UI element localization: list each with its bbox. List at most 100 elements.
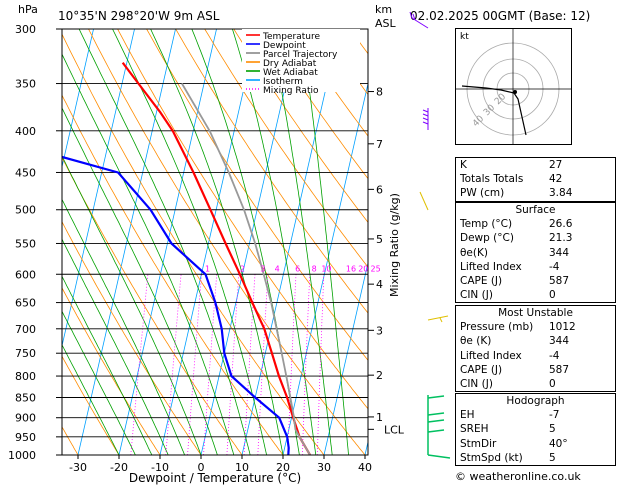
mixing-ratio-line-3 [187,274,202,455]
isotherm--30 [77,29,176,455]
km-label-7: 7 [376,138,383,151]
pressure-label-700: 700 [15,323,36,336]
asl-label: ASL [375,17,397,30]
legend-label-1: Dewpoint [263,41,306,51]
indices-panel: K 27 Totals Totals 42 PW (cm) 3.84 [455,157,616,202]
x-tick-label-30: 30 [317,461,331,474]
most-unstable-title: Most Unstable [498,307,573,319]
isotherm--20 [118,29,217,455]
location-title: 10°35'N 298°20'W 9m ASL [58,9,220,23]
wet-adiabat-4 [62,107,218,455]
mixing-ratio-line-8 [243,274,256,455]
mixing-ratio-line-25 [316,274,325,455]
pressure-label-300: 300 [15,23,36,36]
hodograph-table-panel: Hodograph EH -7 SREH 5 StmDir 40° StmSpd (k… [455,393,616,466]
surface-panel: Surface Temp (°C) 26.6 Dewp (°C) 21.3 θe(K… [455,202,616,304]
legend-label-6: Mixing Ratio [263,86,319,96]
wet-adiabat--12 [62,275,153,455]
row-pw: PW (cm) 3.84 [460,187,573,200]
mixing-ratio-line-10 [257,274,269,455]
x-tick-label--20: -20 [110,461,128,474]
dry-adiabat-70 [175,29,368,314]
mixing-ratio-line-1 [130,274,149,455]
wet-adiabat--8 [62,238,169,455]
hpa-label: hPa [18,3,38,16]
pressure-label-600: 600 [15,268,36,281]
hodograph-table-title: Hodograph [506,395,565,407]
wet-adiabat-36 [300,29,349,455]
pressure-label-400: 400 [15,125,36,138]
mixing-ratio-line-20 [302,274,311,455]
hodo-ring-label-40: 40 [471,114,486,129]
wet-adiabat-28 [231,29,317,455]
km-label-4: 4 [376,278,383,291]
mixing-ratio-lines [130,274,325,455]
mixing-ratio-axis-title: Mixing Ratio (g/kg) [388,193,401,297]
pressure-label-800: 800 [15,370,36,383]
pressure-label-850: 850 [15,391,36,404]
dry-adiabat-80 [204,29,368,268]
wet-adiabat-20 [150,29,284,455]
surface-title: Surface [515,204,556,216]
legend-label-3: Dry Adiabat [263,59,317,69]
legend-label-2: Parcel Trajectory [263,50,338,60]
row-k: K 27 [460,159,563,171]
datetime-title: 02.02.2025 00GMT (Base: 12) [410,9,590,23]
isotherm--70 [0,29,12,455]
dry-adiabat--20 [62,355,120,455]
isotherm-30 [323,261,368,455]
wet-adiabat-0 [62,155,202,455]
km-label: km [375,3,392,16]
pressure-label-500: 500 [15,204,36,217]
wet-adiabat--20 [62,343,120,455]
mixing-ratio-line-4 [203,274,218,455]
pressure-label-900: 900 [15,412,36,425]
mixing-ratio-label-1: 1 [205,264,210,273]
wet-adiabat-32 [268,29,333,455]
isotherm-10 [241,29,340,455]
mixing-ratio-label-4: 4 [275,264,280,273]
wind-barbs [409,11,451,459]
series-dewpoint [62,155,290,455]
mixing-ratio-line-16 [287,274,297,455]
hodograph-panel: kt 40 30 20 [455,28,572,145]
hodo-unit-label: kt [460,32,469,42]
hodo-ring-label-20: 20 [493,92,508,107]
pressure-label-650: 650 [15,297,36,310]
mixing-ratio-label-8: 8 [312,264,317,273]
legend-label-0: Temperature [262,32,320,42]
isotherm--40 [62,29,135,348]
legend-label-4: Wet Adiabat [263,68,318,78]
dry-adiabat-100 [262,29,368,180]
dry-adiabat-10 [62,156,243,455]
dry-adiabat-90 [233,29,368,223]
pressure-label-450: 450 [15,166,36,179]
mixing-ratio-label-3: 3 [260,264,265,273]
temperature-axis-labels: -30 -20 -10 0 10 20 30 40 [69,455,372,474]
km-label-1: 1 [376,411,383,424]
profile-series [62,62,312,455]
isotherm--50 [62,29,94,169]
pressure-label-350: 350 [15,78,36,91]
copyright-footer[interactable]: © weatheronline.co.uk [455,470,581,483]
wind-barb-480 [419,191,429,211]
mixing-ratio-label-6: 6 [295,264,300,273]
x-tick-label--10: -10 [151,461,169,474]
x-axis-title: Dewpoint / Temperature (°C) [129,471,301,485]
dry-adiabat-0 [62,220,202,455]
x-tick-label-0: 0 [198,461,205,474]
mixing-ratio-label-20: 20 [358,264,368,273]
dry-adiabat--10 [62,287,161,455]
wind-barb-low [427,395,451,459]
wet-adiabat--16 [62,310,136,455]
most-unstable-panel: Most Unstable Pressure (mb) 1012 θe (K) 34… [455,305,616,393]
wet-adiabat--4 [62,198,185,455]
x-tick-label--30: -30 [69,461,87,474]
pressure-label-750: 750 [15,347,36,360]
plot-frame [61,28,369,456]
pressure-gridlines [62,28,368,456]
km-label-3: 3 [376,324,383,337]
